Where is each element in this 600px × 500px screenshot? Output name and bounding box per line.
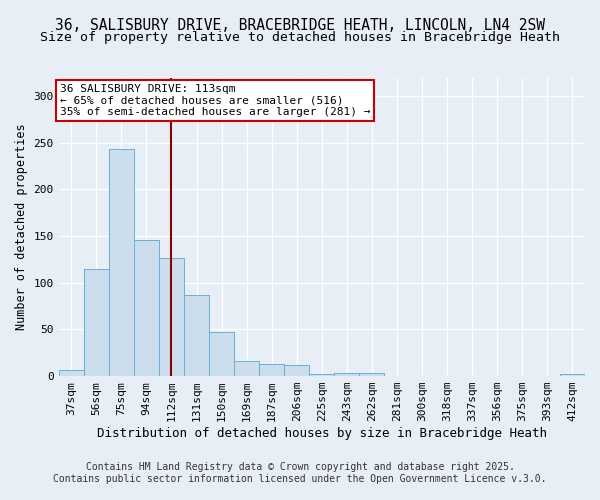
Bar bbox=[184, 295, 209, 376]
Bar bbox=[159, 258, 184, 376]
Y-axis label: Number of detached properties: Number of detached properties bbox=[15, 124, 28, 330]
Bar bbox=[134, 240, 159, 376]
Bar bbox=[209, 332, 234, 376]
Bar bbox=[359, 374, 385, 376]
Bar bbox=[59, 370, 84, 376]
Text: 36, SALISBURY DRIVE, BRACEBRIDGE HEATH, LINCOLN, LN4 2SW: 36, SALISBURY DRIVE, BRACEBRIDGE HEATH, … bbox=[55, 18, 545, 32]
Text: Size of property relative to detached houses in Bracebridge Heath: Size of property relative to detached ho… bbox=[40, 31, 560, 44]
Bar bbox=[259, 364, 284, 376]
X-axis label: Distribution of detached houses by size in Bracebridge Heath: Distribution of detached houses by size … bbox=[97, 427, 547, 440]
Text: Contains HM Land Registry data © Crown copyright and database right 2025.: Contains HM Land Registry data © Crown c… bbox=[86, 462, 514, 472]
Bar bbox=[560, 374, 585, 376]
Bar bbox=[334, 374, 359, 376]
Text: 36 SALISBURY DRIVE: 113sqm
← 65% of detached houses are smaller (516)
35% of sem: 36 SALISBURY DRIVE: 113sqm ← 65% of deta… bbox=[60, 84, 370, 117]
Bar bbox=[310, 374, 334, 376]
Bar bbox=[234, 361, 259, 376]
Bar bbox=[84, 269, 109, 376]
Bar bbox=[284, 365, 310, 376]
Bar bbox=[109, 150, 134, 376]
Text: Contains public sector information licensed under the Open Government Licence v.: Contains public sector information licen… bbox=[53, 474, 547, 484]
